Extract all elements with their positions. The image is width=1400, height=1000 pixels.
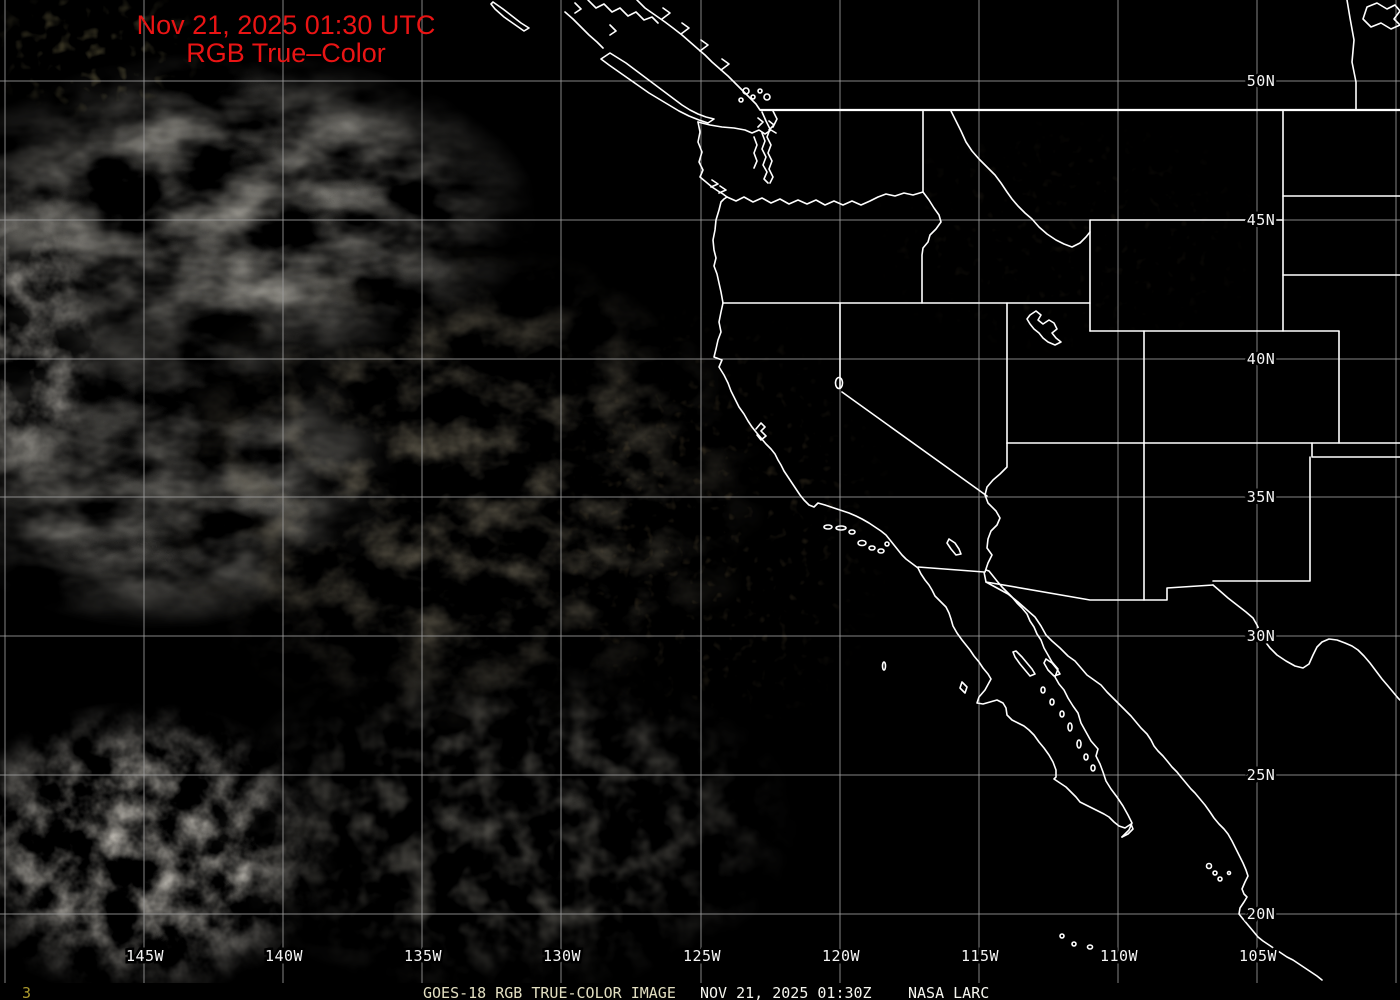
fjords-bc [661,7,730,71]
title-date-line: Nov 21, 2025 01:30 UTC [136,10,436,40]
island-angel-de-la-guarda [1012,650,1036,677]
island-channel-6 [884,541,890,547]
island-revillagigedo-2 [1071,941,1077,947]
island-gulf-6 [1083,753,1089,761]
lon-label-110W: 110W [1100,947,1139,965]
graticule-labels: 50N 45N 40N 35N 30N 25N 20N 145W 140W 135W 130W 125… [123,70,1279,968]
border-columbia-river [726,191,924,206]
lake-tahoe [834,376,844,390]
border-oklahoma-newmexico [1311,442,1400,458]
island-channel-5 [868,545,876,551]
island-cedros [959,681,968,694]
coastline-strait-juan-de-fuca [697,121,777,135]
lat-label-20N: 20N [1247,905,1276,923]
island-gulf-7 [1090,764,1096,772]
colorado-river-border [984,442,1008,573]
caption-timestamp: NOV 21, 2025 01:30Z [700,984,872,1000]
border-bc-alberta [1346,0,1357,111]
island-tres-marias-2 [1212,870,1218,876]
cloud-speckle-faint [850,110,1280,360]
island-gulf-5 [1076,739,1082,749]
coastline-baja-west [917,567,1134,838]
coastline-sonora-sinaloa [985,581,1323,981]
island-channel-3 [848,529,856,535]
island-gulf-4 [1067,722,1073,732]
lat-label-25N: 25N [1247,766,1276,784]
island-san-juan-5 [738,97,744,103]
title-product-line: RGB True–Color [186,38,386,68]
lat-label-35N: 35N [1247,488,1276,506]
border-us-mexico [917,566,1214,601]
island-gulf-1 [1040,686,1046,694]
island-san-juan-4 [763,93,771,101]
lon-label-140W: 140W [265,947,304,965]
timestamp-overlay: Nov 21, 2025 01:30 UTC RGB True–Color [118,11,454,67]
rio-grande [1212,584,1400,701]
border-idaho-montana [950,110,1091,248]
caption-bar: 3 GOES-18 RGB TRUE-COLOR IMAGE NOV 21, 2… [0,983,1400,1000]
salton-sea [946,538,962,556]
island-channel-2 [835,525,847,531]
lon-label-115W: 115W [961,947,1000,965]
caption-product: GOES-18 RGB TRUE-COLOR IMAGE [423,984,676,1000]
island-guadalupe [881,661,887,671]
san-francisco-bay [755,422,767,441]
island-channel-1 [823,524,833,530]
lon-label-135W: 135W [404,947,443,965]
lon-label-130W: 130W [543,947,582,965]
great-salt-lake [1026,310,1062,346]
lon-label-125W: 125W [683,947,722,965]
puget-east-shore [761,111,774,184]
lon-label-145W: 145W [126,947,165,965]
island-gulf-3 [1059,710,1065,718]
island-gulf-2 [1049,698,1055,706]
lat-label-40N: 40N [1247,350,1276,368]
island-tres-marias-3 [1217,876,1223,882]
lake-canada [1362,2,1400,30]
puget-sound [753,110,778,184]
lat-label-50N: 50N [1247,72,1276,90]
lon-label-105W: 105W [1239,947,1278,965]
island-san-juan-1 [742,87,750,95]
lat-label-45N: 45N [1247,211,1276,229]
coastline-california [713,302,919,569]
coastline-washington [697,121,728,198]
island-revillagigedo-1 [1059,933,1065,939]
caption-credit: NASA LARC [908,984,990,1000]
island-san-juan-3 [757,88,763,94]
cloud-speckle-dusk [0,0,210,120]
frame-number: 3 [22,984,32,1000]
lon-label-120W: 120W [822,947,861,965]
lat-label-30N: 30N [1247,627,1276,645]
border-oregon-idaho-snake [921,191,942,304]
coastline-haida-islet [490,1,530,32]
islands-johnstone-complex [564,0,659,49]
island-channel-4 [857,539,867,547]
island-tres-marias-1 [1205,862,1213,870]
border-california-nevada [839,302,988,497]
coastline-oregon [712,196,728,304]
island-catalina [877,548,885,554]
map-outlines [490,0,1400,981]
border-texas-newmexico [1212,456,1311,582]
island-isabel [1226,870,1232,876]
island-tiburon [1043,658,1061,677]
cloud-speckle-brown [520,300,900,750]
vancouver-island [600,52,715,124]
island-revillagigedo-3 [1086,944,1094,950]
island-san-juan-2 [750,94,756,100]
